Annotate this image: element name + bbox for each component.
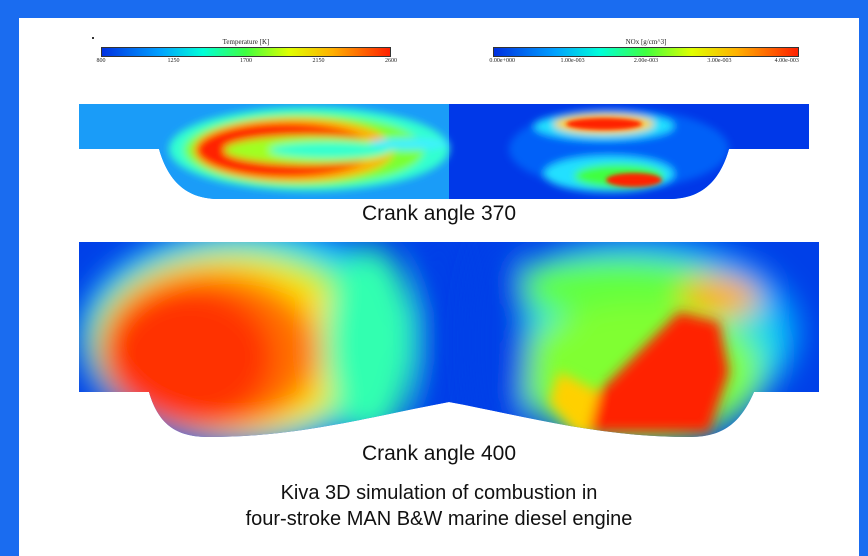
main-caption-line1: Kiva 3D simulation of combustion in (280, 482, 598, 504)
nox-tick: 4.00e-003 (774, 58, 799, 64)
main-caption-line2: four-stroke MAN B&W marine diesel engine (245, 508, 633, 530)
nox-tick: 2.00e-003 (633, 58, 659, 64)
nox-legend-title: NOx [g/cm^3] (625, 38, 667, 46)
nox-colorbar (493, 47, 799, 57)
temperature-tick: 800 (96, 58, 106, 64)
simulation-crank-370 (79, 104, 809, 199)
crank-400-caption: Crank angle 400 (361, 442, 517, 465)
nox-tick: 3.00e-003 (707, 58, 732, 64)
temperature-tick: 2150 (312, 58, 325, 64)
simulation-crank-400 (79, 242, 819, 437)
temperature-tick: 1700 (240, 58, 252, 64)
temperature-legend-title: Temperature [K] (222, 38, 270, 46)
nox-ticks: 0.00e+000 1.00e-003 2.00e-003 3.00e-003 … (489, 58, 799, 68)
temperature-tick: 1250 (167, 58, 180, 64)
temperature-legend: Temperature [K] 800 1250 1700 2150 2600 (97, 38, 398, 68)
temperature-ticks: 800 1250 1700 2150 2600 (97, 58, 398, 68)
temperature-colorbar (101, 47, 391, 57)
crank-370-caption: Crank angle 370 (361, 202, 517, 225)
slide: Temperature [K] 800 1250 1700 2150 2600 … (19, 18, 859, 556)
temperature-tick: 2600 (385, 58, 397, 64)
nox-tick: 1.00e-003 (560, 58, 585, 64)
nox-legend: NOx [g/cm^3] 0.00e+000 1.00e-003 2.00e-0… (489, 38, 799, 68)
nox-tick: 0.00e+000 (489, 58, 515, 64)
marker-dot (92, 37, 94, 39)
